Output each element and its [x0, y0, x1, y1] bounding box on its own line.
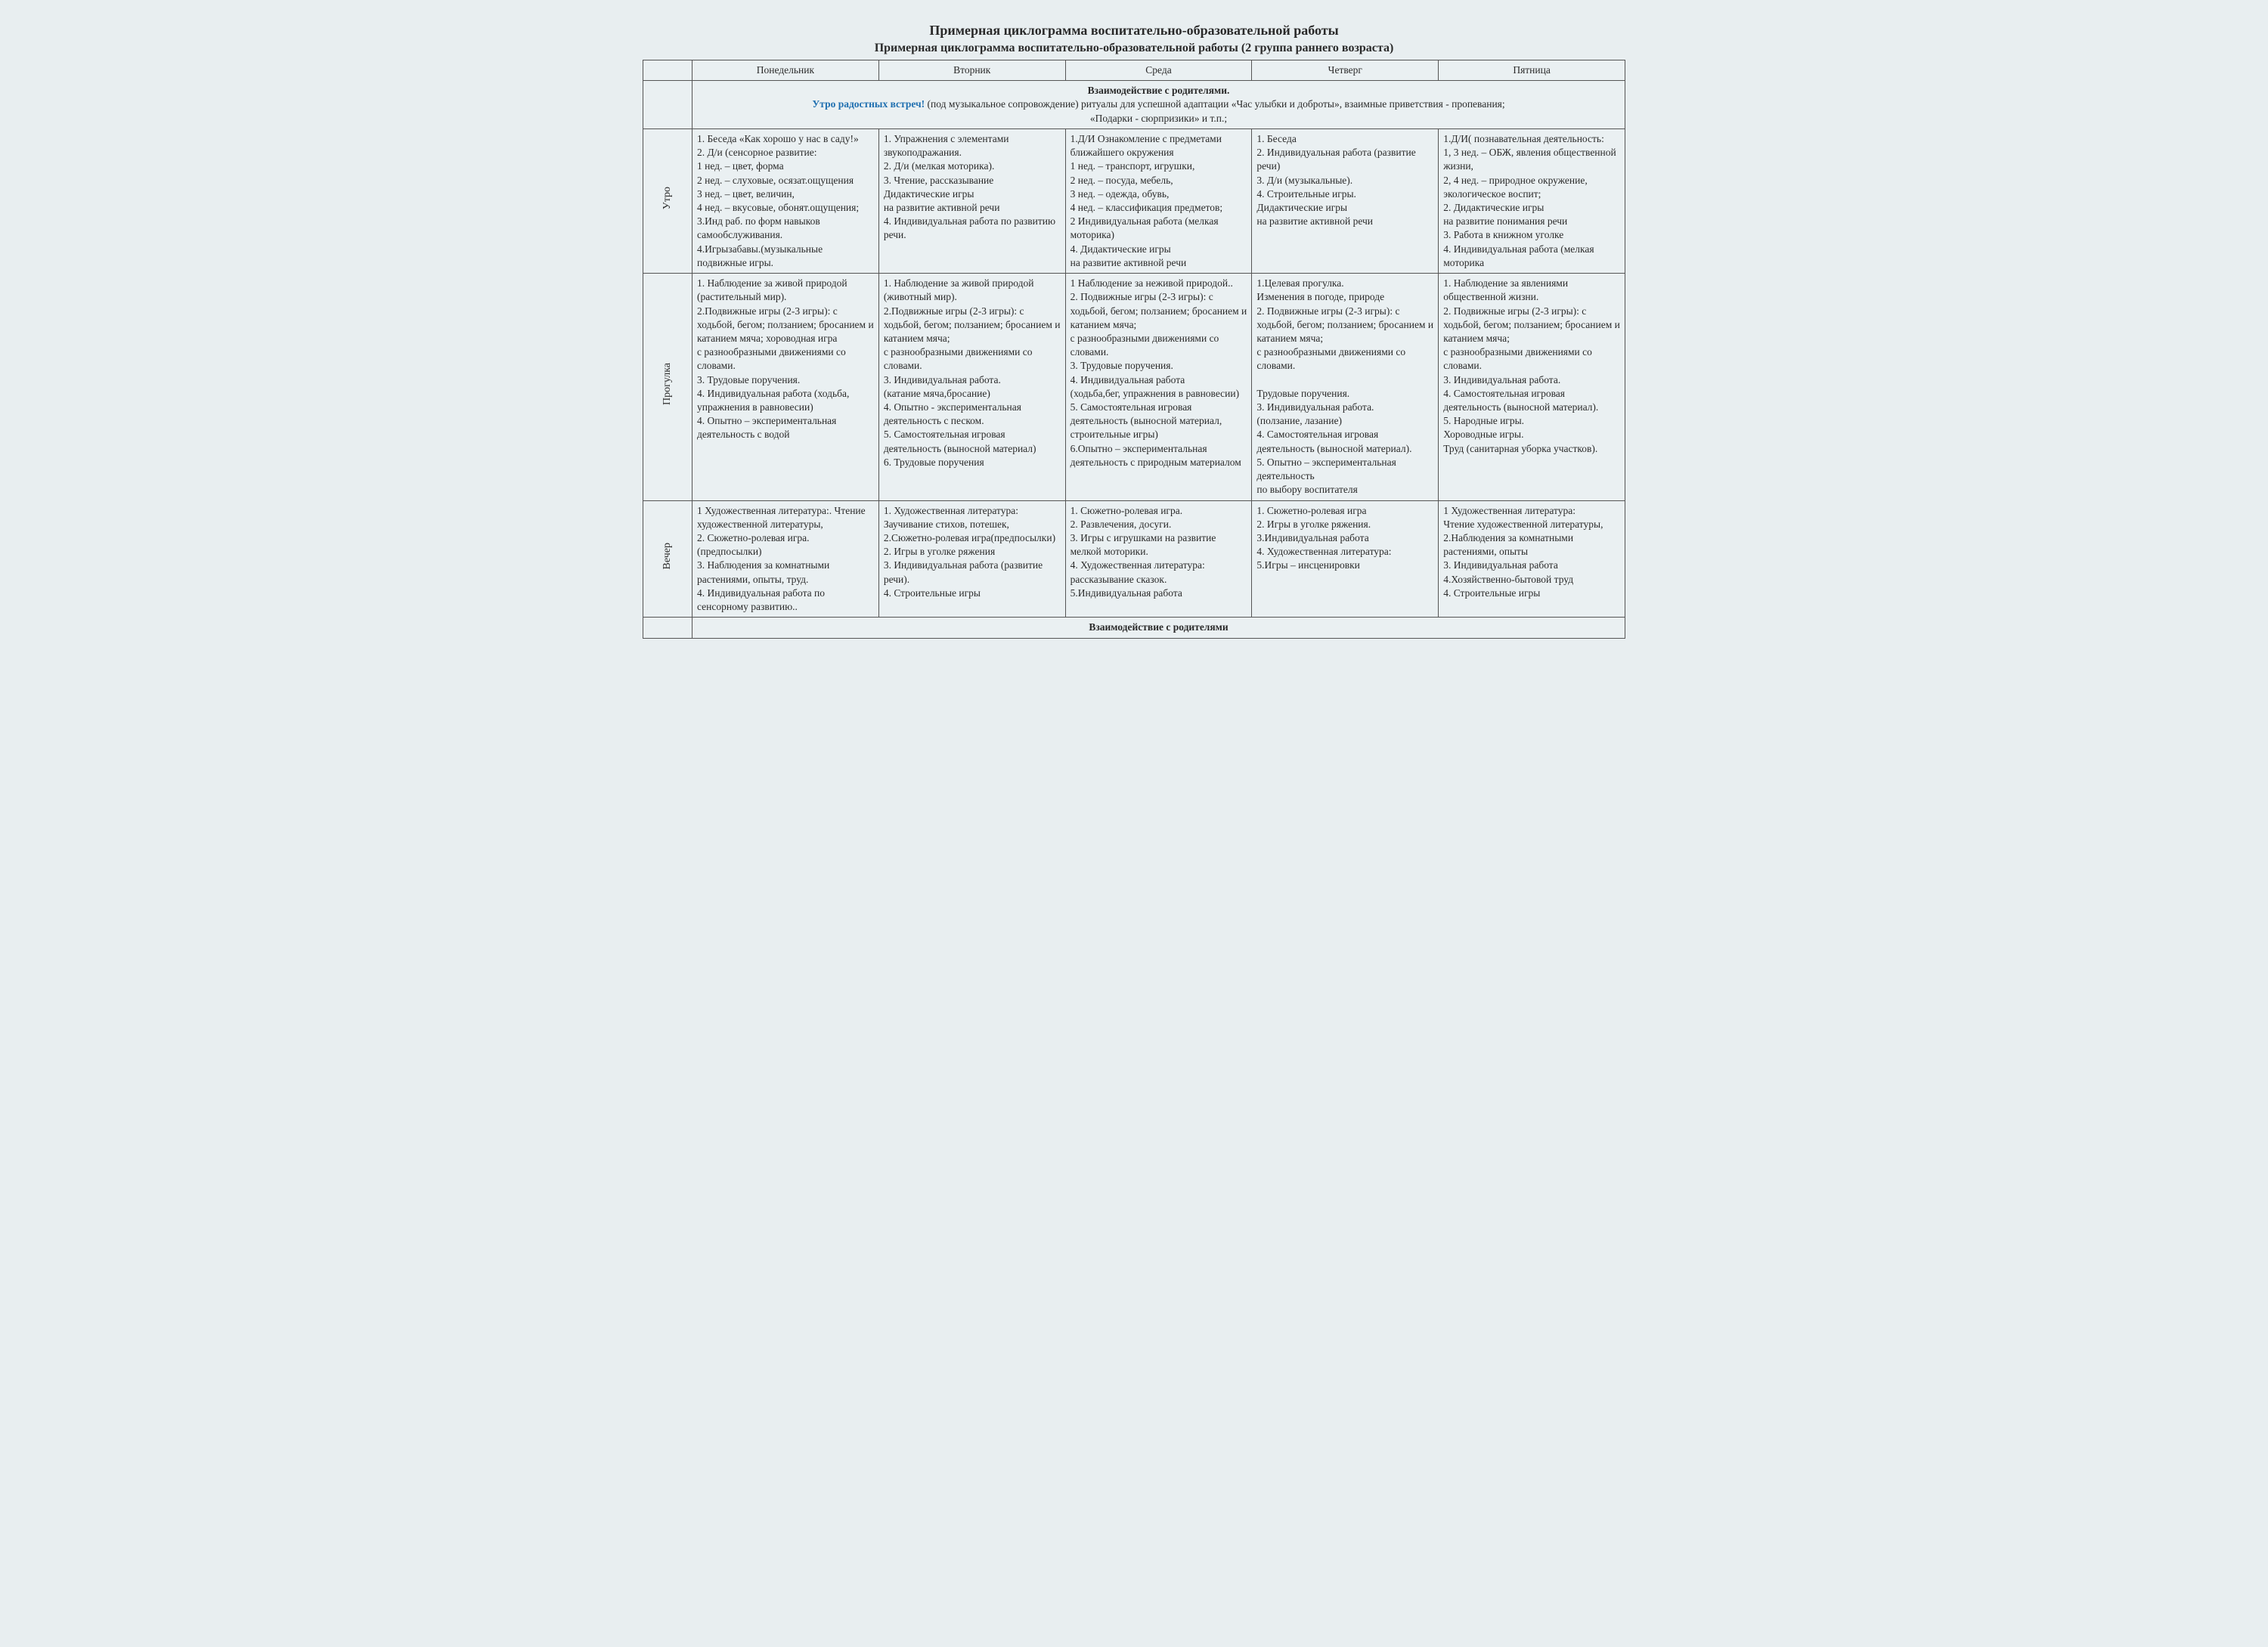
footer-label-cell [643, 618, 692, 638]
day-header: Вторник [878, 60, 1065, 81]
cell-utro-thu: 1. Беседа 2. Индивидуальная работа (разв… [1252, 128, 1439, 273]
footer-row: Взаимодействие с родителями [643, 618, 1625, 638]
corner-cell [643, 60, 692, 81]
cell-progulka-wed: 1 Наблюдение за неживой природой.. 2. По… [1065, 274, 1252, 501]
day-header: Четверг [1252, 60, 1439, 81]
intro-row: Взаимодействие с родителями. Утро радост… [643, 81, 1625, 129]
cell-progulka-mon: 1. Наблюдение за живой природой (растите… [692, 274, 879, 501]
cell-utro-tue: 1. Упражнения с элементами звукоподражан… [878, 128, 1065, 273]
cell-progulka-fri: 1. Наблюдение за явлениями общественной … [1439, 274, 1625, 501]
cell-progulka-thu: 1.Целевая прогулка. Изменения в погоде, … [1252, 274, 1439, 501]
cell-vecher-fri: 1 Художественная литература: Чтение худо… [1439, 500, 1625, 618]
cell-vecher-mon: 1 Художественная литература:. Чтение худ… [692, 500, 879, 618]
row-label-text: Прогулка [661, 363, 675, 405]
day-header: Среда [1065, 60, 1252, 81]
row-label-progulka: Прогулка [643, 274, 692, 501]
header-row: Понедельник Вторник Среда Четверг Пятниц… [643, 60, 1625, 81]
title-sub: Примерная циклограмма воспитательно-обра… [643, 42, 1625, 55]
row-label-utro: Утро [643, 128, 692, 273]
cell-vecher-tue: 1. Художественная литература: Заучивание… [878, 500, 1065, 618]
footer-cell: Взаимодействие с родителями [692, 618, 1625, 638]
intro-cell: Взаимодействие с родителями. Утро радост… [692, 81, 1625, 129]
title-main: Примерная циклограмма воспитательно-обра… [643, 23, 1625, 39]
intro-label-cell [643, 81, 692, 129]
cell-progulka-tue: 1. Наблюдение за живой природой (животны… [878, 274, 1065, 501]
day-header: Понедельник [692, 60, 879, 81]
page: Примерная циклограмма воспитательно-обра… [643, 23, 1625, 639]
progulka-row: Прогулка 1. Наблюдение за живой природой… [643, 274, 1625, 501]
intro-accent: Утро радостных встреч! [812, 98, 925, 110]
cell-utro-mon: 1. Беседа «Как хорошо у нас в саду!» 2. … [692, 128, 879, 273]
intro-line2-rest: (под музыкальное сопровождение) ритуалы … [925, 98, 1505, 110]
utro-row: Утро 1. Беседа «Как хорошо у нас в саду!… [643, 128, 1625, 273]
intro-line3: «Подарки - сюрпризики» и т.п.; [697, 112, 1620, 125]
schedule-table: Понедельник Вторник Среда Четверг Пятниц… [643, 60, 1625, 639]
vecher-row: Вечер 1 Художественная литература:. Чтен… [643, 500, 1625, 618]
day-header: Пятница [1439, 60, 1625, 81]
row-label-text: Вечер [661, 543, 675, 569]
cell-utro-wed: 1.Д/И Ознакомление с предметами ближайше… [1065, 128, 1252, 273]
cell-vecher-thu: 1. Сюжетно-ролевая игра 2. Игры в уголке… [1252, 500, 1439, 618]
cell-utro-fri: 1.Д/И( познавательная деятельность: 1, 3… [1439, 128, 1625, 273]
intro-line2: Утро радостных встреч! (под музыкальное … [697, 98, 1620, 111]
row-label-vecher: Вечер [643, 500, 692, 618]
intro-line1: Взаимодействие с родителями. [697, 84, 1620, 98]
row-label-text: Утро [661, 187, 675, 209]
cell-vecher-wed: 1. Сюжетно-ролевая игра. 2. Развлечения,… [1065, 500, 1252, 618]
